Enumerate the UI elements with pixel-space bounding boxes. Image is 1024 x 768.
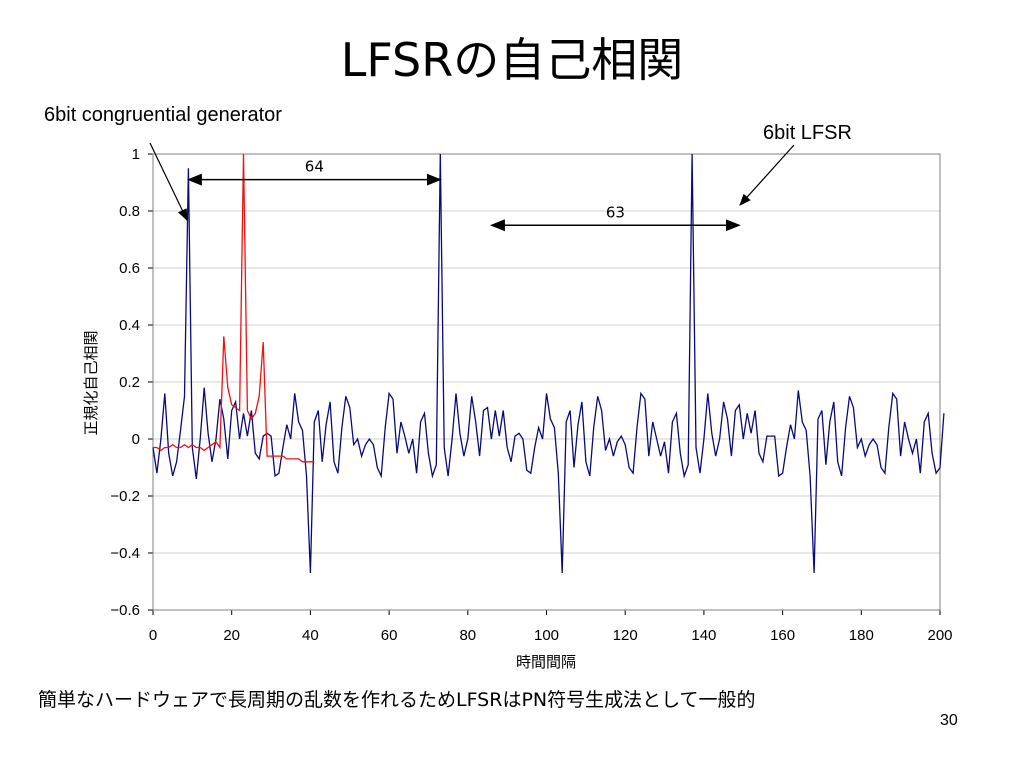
y-axis-title: 正規化自己相関: [82, 330, 100, 435]
y-tick-label: −0.4: [110, 545, 140, 562]
congruential-pointer-arrow: [149, 142, 188, 222]
x-tick-label: 120: [613, 627, 638, 644]
x-tick-label: 20: [223, 627, 240, 644]
x-tick-label: 0: [149, 627, 157, 644]
x-tick-label: 100: [534, 627, 559, 644]
page-number: 30: [940, 712, 958, 729]
series-lfsr-line: [153, 153, 315, 463]
y-tick-label: 0: [132, 431, 140, 448]
y-tick-label: 0.4: [119, 317, 140, 334]
dimension-label: 63: [606, 203, 625, 221]
y-tick-label: 0.8: [119, 203, 140, 220]
plot-area-frame: [152, 153, 941, 611]
slide-title: LFSRの自己相関: [340, 33, 684, 87]
x-tick-label: 80: [459, 627, 476, 644]
x-tick-label: 60: [381, 627, 398, 644]
congruential-annotation: 6bit congruential generator: [44, 104, 282, 126]
x-tick-label: 180: [849, 627, 874, 644]
x-tick-label: 200: [927, 627, 952, 644]
grid-lines: [148, 153, 941, 615]
lfsr-pointer-arrow: [739, 144, 795, 206]
series-congruential-line: [152, 153, 945, 574]
x-tick-labels: 0 20 40 60 80 100 120 140 160 180 200: [149, 627, 953, 644]
y-tick-label: 0.2: [119, 374, 140, 391]
x-tick-label: 140: [691, 627, 716, 644]
dimension-markers: 64 63: [186, 158, 741, 232]
y-tick-labels: 1 0.8 0.6 0.4 0.2 0 −0.2 −0.4 −0.6: [110, 146, 140, 619]
footer-caption: 簡単なハードウェアで長周期の乱数を作れるためLFSRはPN符号生成法として一般的: [38, 689, 756, 711]
y-tick-label: 0.6: [119, 260, 140, 277]
x-tick-label: 160: [770, 627, 795, 644]
y-tick-label: −0.2: [110, 488, 140, 505]
y-tick-label: −0.6: [110, 602, 140, 619]
lfsr-annotation: 6bit LFSR: [763, 122, 852, 144]
x-axis-title: 時間間隔: [516, 653, 576, 671]
y-tick-label: 1: [132, 146, 140, 163]
autocorrelation-chart: 1 0.8 0.6 0.4 0.2 0 −0.2 −0.4 −0.6 0 20 40 60 80 100 1…: [82, 142, 953, 671]
x-tick-label: 40: [302, 627, 319, 644]
dimension-label: 64: [305, 158, 324, 176]
